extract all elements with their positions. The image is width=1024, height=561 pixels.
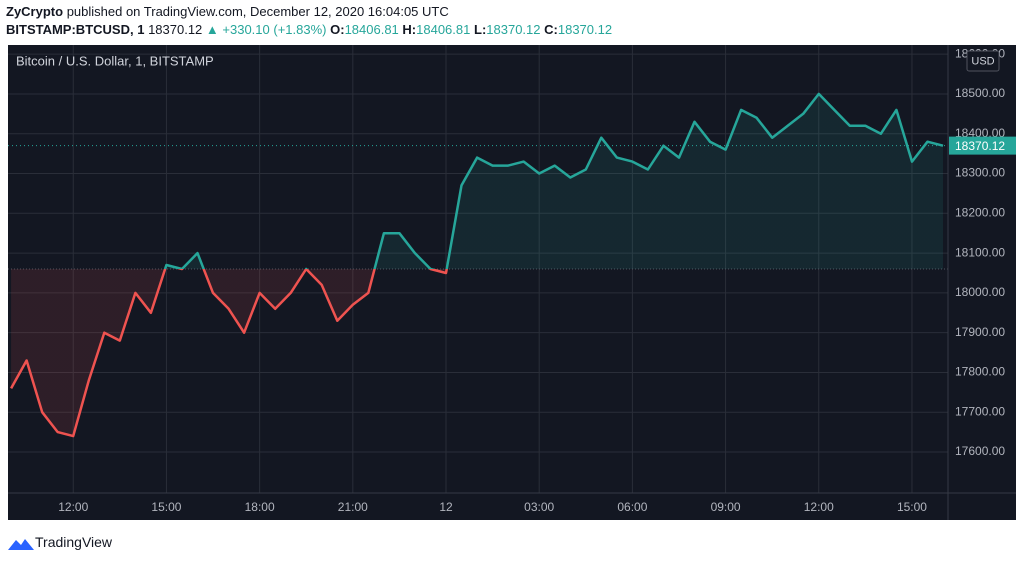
open-label: O: <box>330 22 345 37</box>
low: 18370.12 <box>486 22 541 37</box>
last-price-box <box>949 136 1016 155</box>
logo-icon <box>8 539 34 550</box>
currency-badge <box>966 50 1000 72</box>
y-tick-label: 18500.00 <box>955 86 1005 100</box>
header-line-1: ZyCrypto published on TradingView.com, D… <box>6 4 449 19</box>
high-label: H: <box>402 22 417 37</box>
last-price-label: 18370.12 <box>955 139 1005 153</box>
x-tick-label: 12:00 <box>804 500 834 514</box>
y-tick-label: 18100.00 <box>955 245 1005 259</box>
logo-shape <box>8 539 34 550</box>
area <box>11 93 944 437</box>
x-tick-label: 15:00 <box>151 500 181 514</box>
currency: USD <box>971 55 994 67</box>
x-tick-label: 03:00 <box>524 500 554 514</box>
last: 18370.12 <box>148 22 203 37</box>
y-tick-label: 18300.00 <box>955 166 1005 180</box>
y-tick-label: 18200.00 <box>955 205 1005 219</box>
footer-brand: TradingView <box>35 534 113 550</box>
chart-title: Bitcoin / U.S. Dollar, 1, BITSTAMP <box>16 53 214 68</box>
symbol: BITSTAMP:BTCUSD, 1 <box>6 22 145 37</box>
published: published on TradingView.com, December 1… <box>66 4 449 19</box>
x-tick-label: 09:00 <box>711 500 741 514</box>
y-tick-label: 17800.00 <box>955 365 1005 379</box>
x-tick-label: 12:00 <box>58 500 88 514</box>
low-label: L: <box>474 22 487 37</box>
y-tick-label: 17600.00 <box>955 444 1005 458</box>
close: 18370.12 <box>557 22 613 37</box>
y-tick-label: 18400.00 <box>955 126 1005 140</box>
price-line <box>10 92 944 438</box>
x-tick-label: 21:00 <box>338 500 368 514</box>
x-tick-label: 18:00 <box>245 500 275 514</box>
y-tick-label: 17700.00 <box>955 404 1005 418</box>
x-tick-label: 15:00 <box>897 500 927 514</box>
x-tick-label: 06:00 <box>617 500 647 514</box>
publisher: ZyCrypto <box>6 4 64 19</box>
x-tick-label: 12 <box>439 500 453 514</box>
high: 18406.81 <box>416 22 471 37</box>
y-tick-label: 18000.00 <box>955 285 1005 299</box>
y-tick-label: 17900.00 <box>955 325 1005 339</box>
open: 18406.81 <box>344 22 399 37</box>
close-label: C: <box>544 22 558 37</box>
header-line-2: BITSTAMP:BTCUSD, 1 18370.12 ▲ +330.10 (+… <box>6 22 612 37</box>
change: ▲ +330.10 (+1.83%) <box>205 22 327 37</box>
